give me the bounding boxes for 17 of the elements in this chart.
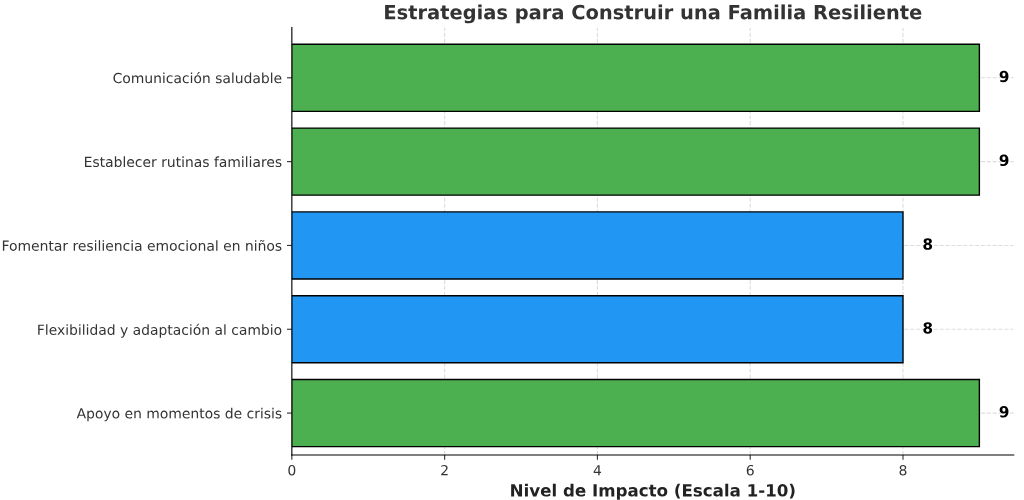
data-label: 8 [923,322,933,334]
x-axis-title: Nivel de Impacto (Escala 1-10) [511,483,795,500]
y-tick-label: Comunicación saludable [113,71,282,84]
chart-title: Estrategias para Construir una Familia Resiliente [385,4,922,24]
data-label: 9 [999,70,1009,83]
x-tick-label: 0 [288,464,296,476]
x-tick-label: 4 [593,465,602,476]
data-label: 8 [923,238,933,250]
y-tick-label: Flexibilidad y adaptación al cambio [38,323,282,338]
y-tick-label: Apoyo en momentos de crisis [76,407,282,422]
y-tick-label: Fomentar resiliencia emocional en niños [2,239,282,251]
data-label: 9 [999,405,1009,418]
y-tick-label: Establecer rutinas familiares [85,156,282,168]
x-tick-label: 6 [746,464,754,476]
x-tick-label: 2 [441,464,448,476]
x-tick-label: 8 [899,464,907,476]
data-label: 9 [999,154,1009,167]
